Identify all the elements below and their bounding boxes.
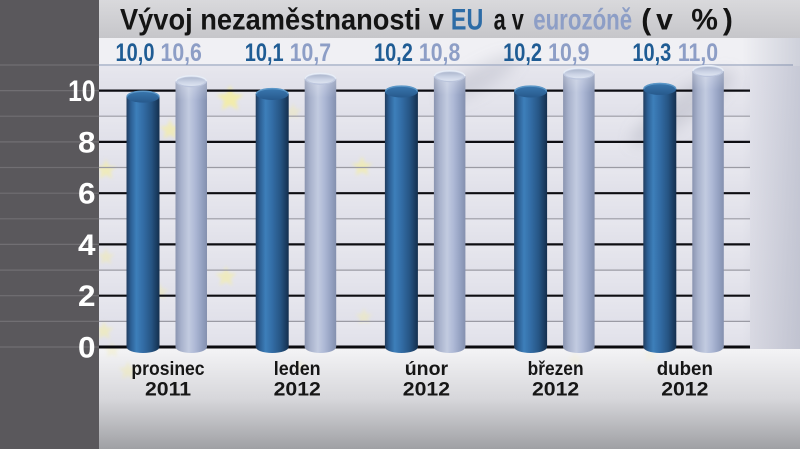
svg-text:únor: únor [405,358,449,380]
svg-text:2012: 2012 [532,379,579,400]
svg-text:10,3: 10,3 [632,39,671,67]
svg-text:2011: 2011 [145,379,191,400]
svg-text:10: 10 [68,74,95,108]
svg-text:duben: duben [657,359,713,380]
svg-text:10,9: 10,9 [548,38,589,66]
svg-text:2012: 2012 [274,379,321,400]
svg-text:10,6: 10,6 [161,38,202,66]
svg-text:10,2: 10,2 [374,39,413,67]
svg-text:a v: a v [494,2,525,36]
svg-text:0: 0 [78,330,96,364]
svg-text:4: 4 [78,228,96,262]
svg-text:11,0: 11,0 [678,38,718,66]
svg-text:10,0: 10,0 [116,39,155,67]
svg-text:10,1: 10,1 [245,39,284,67]
svg-text:2: 2 [78,279,96,313]
svg-text:eurozóně: eurozóně [533,2,632,36]
svg-text:2012: 2012 [403,379,450,400]
svg-text:10,8: 10,8 [419,38,460,66]
svg-text:2012: 2012 [661,379,708,400]
svg-text:(v %): (v %) [641,4,738,37]
svg-text:Vývoj nezaměstnanosti v: Vývoj nezaměstnanosti v [120,3,444,36]
svg-text:10,2: 10,2 [503,39,542,67]
svg-text:10,7: 10,7 [290,38,331,66]
svg-text:6: 6 [78,176,96,210]
svg-text:8: 8 [78,125,96,159]
svg-text:EU: EU [451,3,483,37]
svg-text:prosinec: prosinec [131,357,204,379]
svg-text:březen: březen [528,357,584,379]
svg-text:leden: leden [274,357,321,379]
